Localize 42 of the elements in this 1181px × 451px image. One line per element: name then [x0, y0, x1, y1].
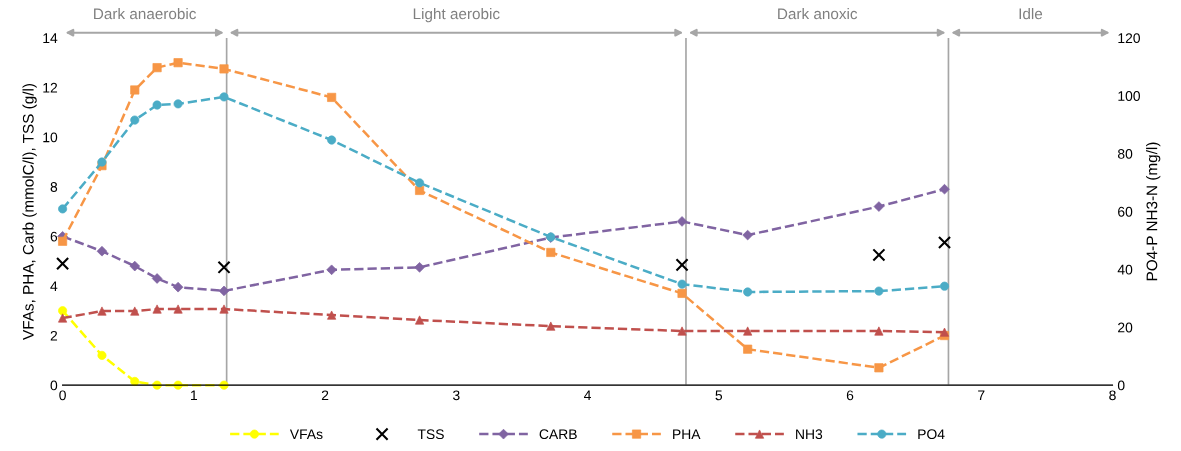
y2-axis-title: PO4-P NH3-N (mg/l) — [1146, 142, 1161, 281]
x-tick-label: 1 — [191, 390, 198, 401]
x-tick-label: 6 — [846, 390, 854, 401]
y-tick-label: 6 — [50, 231, 58, 242]
y-tick-label: 0 — [50, 380, 58, 391]
y2-tick-label: 40 — [1117, 264, 1133, 275]
x-tick-label: 8 — [1109, 390, 1116, 401]
x-tick-label: 3 — [452, 390, 460, 401]
x-tick-label: 4 — [584, 390, 591, 401]
point — [872, 248, 886, 262]
legend-label: PHA — [673, 429, 701, 439]
y-tick-label: 4 — [50, 281, 58, 291]
point — [675, 258, 689, 272]
x-tick-label: 2 — [321, 390, 329, 401]
x-tick-label: 0 — [59, 390, 66, 401]
y-tick-label: 10 — [43, 132, 58, 143]
x-tick-label: 7 — [978, 390, 985, 401]
y2-tick-label: 80 — [1117, 148, 1133, 159]
text: Light aerobic — [413, 8, 500, 23]
y-axis-title: VFAs, PHA, Carb (mmolC/l), TSS (g/l) — [22, 83, 37, 340]
legend-label: PO4 — [918, 429, 945, 440]
y-tick-label: 8 — [50, 182, 58, 192]
point — [56, 257, 70, 271]
y2-tick-label: 0 — [1117, 380, 1125, 391]
legend-label: TSS — [417, 429, 444, 440]
y2-tick-label: 120 — [1118, 33, 1140, 44]
y-tick-label: 14 — [43, 33, 58, 43]
text: Idle — [1019, 8, 1043, 20]
x-tick-label: 5 — [715, 390, 723, 401]
legend-label: VFAs — [289, 429, 323, 440]
y2-tick-label: 100 — [1118, 91, 1140, 101]
point — [327, 92, 337, 102]
legend-label: CARB — [539, 429, 577, 440]
y2-tick-label: 60 — [1118, 206, 1133, 217]
legend-label: NH3 — [796, 429, 823, 440]
y-tick-label: 12 — [43, 82, 58, 93]
point — [937, 235, 952, 250]
y2-tick-label: 20 — [1118, 322, 1133, 333]
text: Dark anoxic — [778, 8, 858, 20]
text: Dark anaerobic — [94, 8, 197, 20]
point — [217, 260, 231, 274]
y-tick-label: 2 — [50, 330, 58, 341]
